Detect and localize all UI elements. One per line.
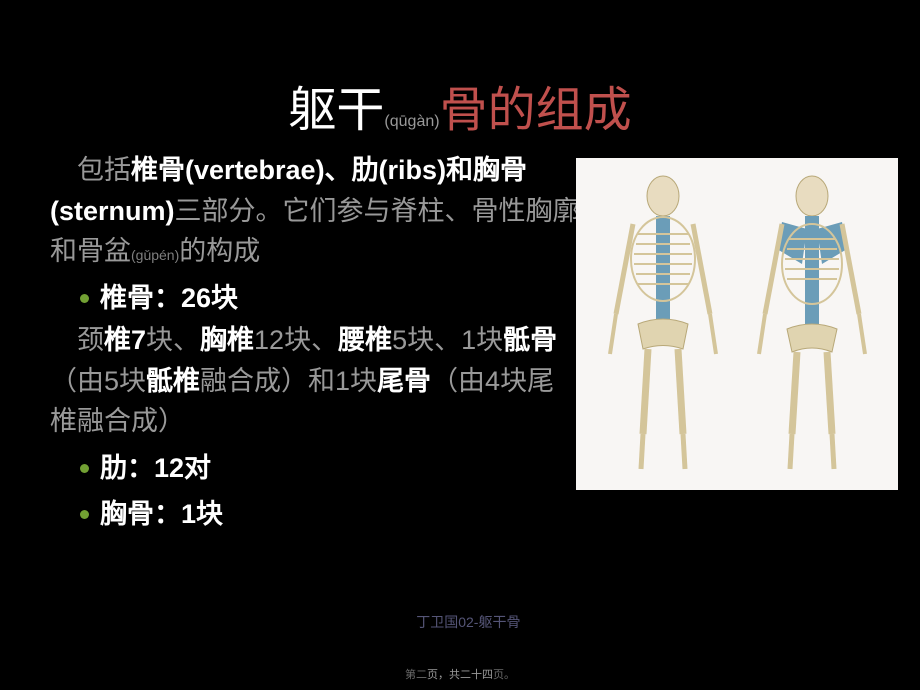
content-body: 包括椎骨(vertebrae)、肋(ribs)和胸骨(sternum)三部分。它…	[50, 150, 580, 535]
intro-paragraph: 包括椎骨(vertebrae)、肋(ribs)和胸骨(sternum)三部分。它…	[50, 150, 580, 272]
footer-credit: 丁卫国02-躯干骨	[416, 612, 520, 632]
skeleton-back	[747, 174, 877, 474]
title-part2: 骨的组成	[440, 84, 632, 137]
sub-g2: 块、	[146, 325, 200, 355]
sub-w5: 骶椎	[146, 366, 200, 396]
page-p1: 第二	[405, 669, 427, 681]
bullet-vertebrae: 椎骨：26块	[50, 278, 580, 319]
sub-w2: 胸椎	[200, 325, 254, 355]
bullet-sternum: 胸骨：1块	[50, 494, 580, 535]
sub-g6: 融合成）和1块	[200, 366, 377, 396]
slide-title: 躯干(qūgàn)骨的组成	[0, 0, 920, 140]
sub-w4: 骶骨	[503, 325, 557, 355]
sub-g1: 颈	[50, 325, 104, 355]
sub-g5: （由5块	[50, 366, 146, 396]
page-p3: 页。	[493, 669, 515, 681]
sub-g3: 12块、	[254, 325, 338, 355]
sub-w3: 腰椎	[338, 325, 392, 355]
page-p2: 页，共二十四	[427, 669, 493, 681]
bullet-ribs: 肋：12对	[50, 448, 580, 489]
intro-tail: 的构成	[179, 236, 260, 266]
skeleton-image	[576, 158, 898, 490]
skeleton-front	[598, 174, 728, 474]
page-number: 第二页，共二十四页。	[0, 666, 920, 682]
title-pinyin: (qūgàn)	[384, 113, 439, 130]
intro-pinyin: (gǔpén)	[131, 247, 179, 263]
sub-w1: 椎7	[104, 325, 146, 355]
sub-g4: 5块、1块	[392, 325, 503, 355]
intro-prefix: 包括	[50, 155, 131, 185]
sub-detail: 颈椎7块、胸椎12块、腰椎5块、1块骶骨（由5块骶椎融合成）和1块尾骨（由4块尾…	[50, 320, 580, 442]
sub-w6: 尾骨	[377, 366, 431, 396]
title-part1: 躯干	[288, 84, 384, 137]
